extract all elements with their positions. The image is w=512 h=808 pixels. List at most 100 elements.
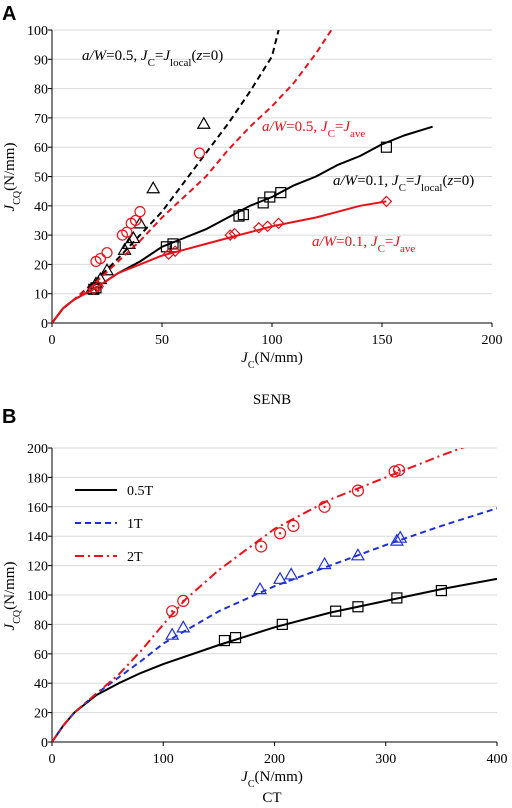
panel-a-y-tick-label: 30 <box>34 229 48 244</box>
panel-a-y-tick-label: 100 <box>27 24 48 39</box>
panel-a-series-4-marker <box>92 280 105 293</box>
panel-b-y-tick-label: 200 <box>27 442 48 457</box>
panel-b-series-3-marker <box>351 484 365 497</box>
panel-a-y-tick-label: 70 <box>34 112 48 127</box>
panel-a-series-2-marker <box>94 252 107 265</box>
panel-b-series-2-marker <box>389 533 404 546</box>
panel-b-y-tick-label: 160 <box>27 501 48 516</box>
panel-a-series-4-marker <box>169 245 182 258</box>
panel-b-series-2-marker <box>273 571 288 584</box>
panel-b-plot-area: 0 20 40 60 80 100 120 140 160 180 200 0 100 200 300 400… <box>27 442 508 767</box>
panel-b-series-3-marker-dot <box>170 609 174 613</box>
panel-a-x-tick-label: 0 <box>49 333 56 348</box>
panel-a-x-tick-label: 200 <box>482 333 503 348</box>
panel-b-x-tick-label: 400 <box>487 752 508 767</box>
panel-b-series-3-marker-dot <box>259 545 263 548</box>
panel-a-series-2-marker <box>121 226 133 238</box>
panel-b-x-tick-label: 100 <box>153 752 174 767</box>
panel-b-series-2-marker <box>165 627 180 640</box>
panel-b-series-2-marker <box>253 581 268 595</box>
panel-a-series-3-marker <box>264 191 276 203</box>
panel-a-series-3-marker <box>275 187 287 199</box>
panel-a-y-tick-label: 80 <box>34 83 48 98</box>
legend-label-2T: 2T <box>127 550 143 565</box>
panel-a-series-3-annotation: a/W=0.1, JC=Jlocal(z=0) <box>333 173 474 194</box>
panel-b-x-tick-label: 200 <box>264 752 285 767</box>
panel-b: B 0 20 40 60 80 100 120 140 160 180 200 0 100 200 300 4… <box>2 406 508 806</box>
panel-a-y-tick-label: 0 <box>41 317 48 332</box>
panel-a-y-axis-title: JCQ(N/mm) <box>2 143 23 212</box>
panel-a-series-4-marker <box>87 283 100 296</box>
panel-a: A 0 10 20 30 40 50 60 70 80 90 100 0 50 100 150 200 a/W=… <box>2 3 503 408</box>
panel-a-y-tick-label: 40 <box>34 200 48 215</box>
legend-label-1T: 1T <box>127 517 143 532</box>
panel-b-series-1-marker <box>276 618 288 631</box>
panel-b-y-tick-label: 80 <box>34 618 48 633</box>
panel-a-series-3-marker <box>233 210 245 222</box>
panel-a-series-2-marker <box>130 214 142 227</box>
panel-a-series-3-marker <box>380 141 392 153</box>
panel-b-series-3-marker-dot <box>397 468 401 472</box>
panel-b-y-axis-title: JCQ(N/mm) <box>2 562 23 631</box>
panel-a-x-tick-label: 150 <box>372 333 393 348</box>
panel-b-series-3-marker <box>177 594 190 607</box>
panel-b-series-2-marker <box>284 567 299 580</box>
panel-a-series-4-marker <box>261 220 274 233</box>
panel-a-y-tick-label: 10 <box>34 288 48 303</box>
panel-b-y-tick-label: 120 <box>27 560 48 575</box>
panel-a-x-tick-label: 100 <box>262 333 283 348</box>
panel-b-y-tick-label: 100 <box>27 589 48 604</box>
panel-b-y-tick-label: 140 <box>27 530 48 545</box>
panel-b-y-tick-label: 0 <box>41 736 48 751</box>
panel-b-y-tick-label: 20 <box>34 707 48 722</box>
panel-a-series-3-marker <box>237 208 249 221</box>
panel-b-series-2-marker <box>350 548 365 561</box>
panel-a-series-1-marker <box>132 216 148 229</box>
panel-a-y-tick-label: 90 <box>34 53 48 68</box>
panel-a-series-2-line <box>52 30 333 323</box>
panel-b-series-3-marker <box>166 605 179 618</box>
panel-a-series-4-marker <box>272 217 285 230</box>
panel-a-series-1-annotation: a/W=0.5, JC=Jlocal(z=0) <box>82 48 223 69</box>
panel-a-y-tick-label: 50 <box>34 171 48 186</box>
panel-b-series-2-line <box>52 507 497 742</box>
panel-a-x-axis-title: JC(N/mm) <box>241 350 303 371</box>
panel-b-x-tick-label: 300 <box>375 752 396 767</box>
panel-b-series-3-line <box>52 448 465 742</box>
panel-b-series-3-marker <box>273 527 287 540</box>
panel-a-series-1-marker <box>99 263 115 276</box>
panel-b-y-tick-label: 40 <box>34 677 48 692</box>
panel-b-series-1-marker <box>330 605 342 617</box>
panel-a-caption: SENB <box>253 392 291 408</box>
panel-b-series-3-marker-dot <box>292 524 295 528</box>
panel-b-series-3-marker-dot <box>323 505 326 508</box>
panel-a-series-1-marker <box>126 230 141 244</box>
panel-a-series-1-marker <box>121 236 137 249</box>
panel-b-series-3-marker <box>318 500 331 513</box>
panel-b-x-tick-label: 0 <box>49 752 56 767</box>
panel-b-series-1-marker <box>391 592 403 604</box>
panel-a-series-2-marker <box>101 247 113 259</box>
panel-a-y-tick-label: 60 <box>34 141 48 156</box>
panel-a-x-tick-label: 50 <box>155 333 169 348</box>
panel-b-series-3-marker-dot <box>356 489 360 492</box>
panel-b-series-1-marker <box>352 601 364 613</box>
panel-b-series-1-line <box>52 577 497 742</box>
panel-a-series-4-marker <box>228 227 241 240</box>
panel-a-series-4-annotation: a/W=0.1, JC=Jave <box>312 234 415 255</box>
panel-b-x-axis-title: JC(N/mm) <box>241 769 303 790</box>
panel-a-label: A <box>2 3 16 25</box>
panel-a-series-2-annotation: a/W=0.5, JC=Jave <box>262 119 365 140</box>
panel-b-label: B <box>2 406 16 428</box>
panel-b-series-2-marker <box>317 556 332 570</box>
panel-a-series-4-marker <box>380 195 393 208</box>
panel-b-y-tick-label: 60 <box>34 648 48 663</box>
panel-b-y-tick-label: 180 <box>27 471 48 486</box>
panel-b-series-3-marker <box>255 540 268 553</box>
panel-a-y-tick-label: 20 <box>34 258 48 273</box>
panel-b-series-1-marker <box>435 584 447 597</box>
panel-b-series-1-marker <box>218 634 231 647</box>
panel-a-series-3-marker <box>257 197 269 209</box>
panel-b-series-2-marker <box>393 530 408 543</box>
